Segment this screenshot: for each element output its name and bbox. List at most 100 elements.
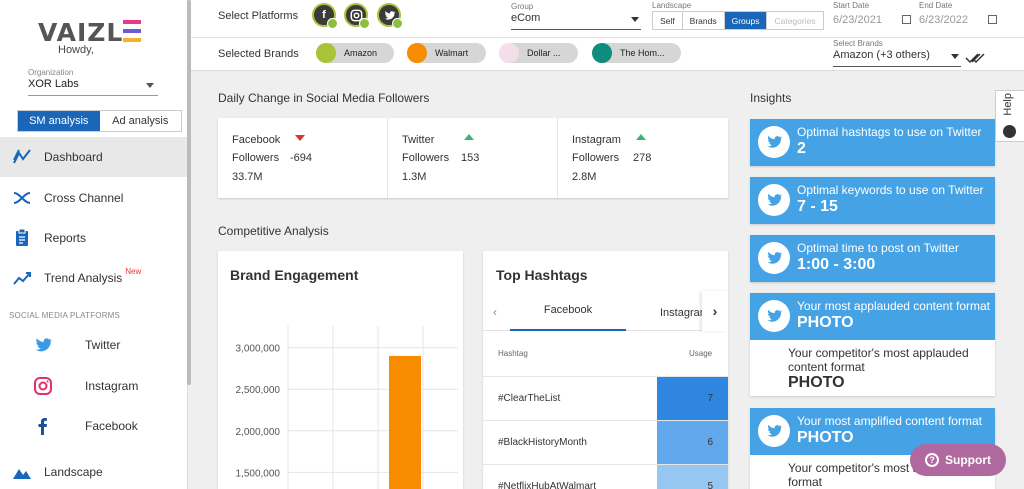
followers-change: 153 bbox=[461, 152, 480, 164]
group-label: Group bbox=[511, 2, 534, 11]
end-date-value: 6/23/2022 bbox=[919, 14, 968, 26]
sidebar-item-cross-channel[interactable]: Cross Channel bbox=[0, 178, 188, 218]
help-label: Help bbox=[1002, 93, 1014, 116]
landscape-groups-option[interactable]: Groups bbox=[724, 12, 768, 29]
insight-card-time[interactable]: Optimal time to post on Twitter 1:00 - 3:… bbox=[750, 235, 995, 282]
tab-instagram[interactable]: Instagram bbox=[660, 307, 702, 319]
brand-chip-label: Walmart bbox=[435, 48, 469, 58]
insight-value: 7 - 15 bbox=[797, 198, 838, 215]
hashtag-cell: #ClearTheList bbox=[498, 393, 561, 404]
sidebar-item-label: Landscape bbox=[44, 465, 103, 479]
y-tick-label: 3,000,000 bbox=[236, 344, 281, 355]
up-arrow-icon bbox=[636, 134, 646, 140]
insight-card-keywords[interactable]: Optimal keywords to use on Twitter 7 - 15 bbox=[750, 177, 995, 224]
followers-total: 1.3M bbox=[402, 171, 427, 183]
instagram-followers-col: Instagram Followers 278 2.8M bbox=[558, 118, 728, 198]
competitor-insight-text: Your competitor's most applauded content… bbox=[788, 346, 969, 374]
usage-cell: 5 bbox=[657, 465, 728, 489]
table-row[interactable]: #NetflixHubAtWalmart 5 bbox=[483, 464, 728, 489]
sidebar-item-trend-analysis[interactable]: Trend Analysis New bbox=[0, 258, 188, 298]
howdy-text: Howdy, bbox=[58, 44, 94, 56]
landscape-segmented-control: Self Brands Groups Categories bbox=[652, 11, 824, 30]
brand-chip-the-home[interactable]: The Hom... bbox=[592, 43, 681, 63]
brand-chip-amazon[interactable]: Amazon bbox=[316, 43, 394, 63]
brand-engagement-title: Brand Engagement bbox=[230, 267, 359, 283]
question-icon: ? bbox=[925, 453, 939, 467]
analysis-toggle: SM analysis Ad analysis bbox=[17, 110, 182, 132]
start-date-field[interactable]: 6/23/2021 bbox=[833, 14, 911, 26]
help-tab[interactable]: Help bbox=[995, 90, 1024, 142]
trend-icon bbox=[0, 268, 44, 288]
select-brands-dropdown[interactable]: Amazon (+3 others) bbox=[833, 49, 961, 67]
ad-analysis-tab[interactable]: Ad analysis bbox=[112, 115, 169, 127]
insight-card-applauded[interactable]: Your most applauded content format PHOTO … bbox=[750, 293, 995, 396]
followers-label: Followers bbox=[232, 152, 280, 164]
selected-brands-bar: Selected Brands Amazon Walmart Dollar ..… bbox=[191, 38, 1024, 71]
start-date-label: Start Date bbox=[833, 1, 870, 10]
calendar-icon bbox=[988, 15, 997, 24]
insight-heading: Optimal keywords to use on Twitter bbox=[797, 183, 984, 197]
brand-chip-dollar[interactable]: Dollar ... bbox=[499, 43, 578, 63]
landscape-categories-option[interactable]: Categories bbox=[774, 15, 816, 26]
check-icon bbox=[392, 18, 403, 29]
twitter-followers-col: Twitter Followers 153 1.3M bbox=[388, 118, 558, 198]
end-date-field[interactable]: 6/23/2022 bbox=[919, 14, 997, 26]
social-media-platforms-header: SOCIAL MEDIA PLATFORMS bbox=[9, 311, 121, 320]
hashtag-cell: #BlackHistoryMonth bbox=[498, 437, 587, 448]
twitter-icon bbox=[758, 126, 790, 158]
chevron-down-icon bbox=[951, 54, 959, 59]
calendar-icon bbox=[902, 15, 911, 24]
insight-heading: Optimal time to post on Twitter bbox=[797, 241, 959, 255]
landscape-icon bbox=[0, 462, 44, 482]
landscape-label: Landscape bbox=[652, 1, 692, 10]
tab-facebook[interactable]: Facebook bbox=[510, 291, 626, 331]
reports-icon bbox=[0, 228, 44, 248]
sidebar-scrollbar[interactable] bbox=[187, 0, 191, 385]
vaizle-logo[interactable]: VAIZL bbox=[38, 18, 142, 47]
sidebar-item-instagram[interactable]: Instagram bbox=[0, 366, 188, 406]
landscape-self-option[interactable]: Self bbox=[653, 12, 683, 29]
chevron-right-icon[interactable]: › bbox=[702, 291, 728, 331]
check-icon bbox=[327, 18, 338, 29]
twitter-icon bbox=[758, 242, 790, 274]
insight-value: PHOTO bbox=[797, 314, 854, 331]
hashtag-cell: #NetflixHubAtWalmart bbox=[498, 481, 596, 489]
followers-change: -694 bbox=[290, 152, 313, 164]
sidebar-item-facebook[interactable]: Facebook bbox=[0, 406, 188, 446]
brand-engagement-chart: 3,000,000 2,500,000 2,000,000 1,500,000 bbox=[236, 326, 458, 489]
sidebar-item-label: Dashboard bbox=[44, 150, 103, 164]
brand-chip-walmart[interactable]: Walmart bbox=[407, 43, 486, 63]
organization-select[interactable]: XOR Labs bbox=[28, 78, 158, 96]
insight-card-hashtags[interactable]: Optimal hashtags to use on Twitter 2 bbox=[750, 119, 995, 166]
sidebar-item-landscape[interactable]: Landscape bbox=[0, 452, 188, 489]
followers-total: 33.7M bbox=[232, 171, 263, 183]
instagram-icon bbox=[0, 376, 85, 396]
insight-value: 1:00 - 3:00 bbox=[797, 256, 876, 273]
insight-value: 2 bbox=[797, 140, 806, 157]
support-button[interactable]: ? Support bbox=[910, 444, 1006, 476]
sidebar-item-reports[interactable]: Reports bbox=[0, 218, 188, 258]
double-check-icon[interactable] bbox=[965, 52, 985, 67]
chevron-left-icon[interactable]: ‹ bbox=[493, 305, 497, 319]
facebook-platform-toggle[interactable]: f bbox=[312, 3, 338, 29]
table-row[interactable]: #ClearTheList 7 bbox=[483, 376, 728, 421]
sidebar-item-dashboard[interactable]: Dashboard bbox=[0, 137, 188, 177]
table-row[interactable]: #BlackHistoryMonth 6 bbox=[483, 420, 728, 465]
platform-name: Twitter bbox=[402, 134, 435, 146]
sidebar-item-label: Twitter bbox=[85, 338, 121, 352]
chart-bar[interactable] bbox=[389, 355, 421, 489]
help-icon bbox=[1003, 125, 1016, 138]
group-select[interactable]: eCom bbox=[511, 12, 641, 30]
brand-color-dot bbox=[407, 43, 427, 63]
sm-analysis-tab[interactable]: SM analysis bbox=[18, 111, 100, 131]
landscape-brands-option[interactable]: Brands bbox=[683, 12, 725, 29]
sidebar-item-twitter[interactable]: Twitter bbox=[0, 325, 188, 365]
twitter-platform-toggle[interactable] bbox=[377, 3, 403, 29]
twitter-icon bbox=[758, 300, 790, 332]
brand-color-dot bbox=[499, 43, 519, 63]
sidebar-item-label: Cross Channel bbox=[44, 191, 124, 205]
instagram-platform-toggle[interactable] bbox=[344, 3, 370, 29]
support-label: Support bbox=[945, 453, 991, 467]
twitter-icon bbox=[758, 415, 790, 447]
chevron-down-icon bbox=[631, 17, 639, 22]
